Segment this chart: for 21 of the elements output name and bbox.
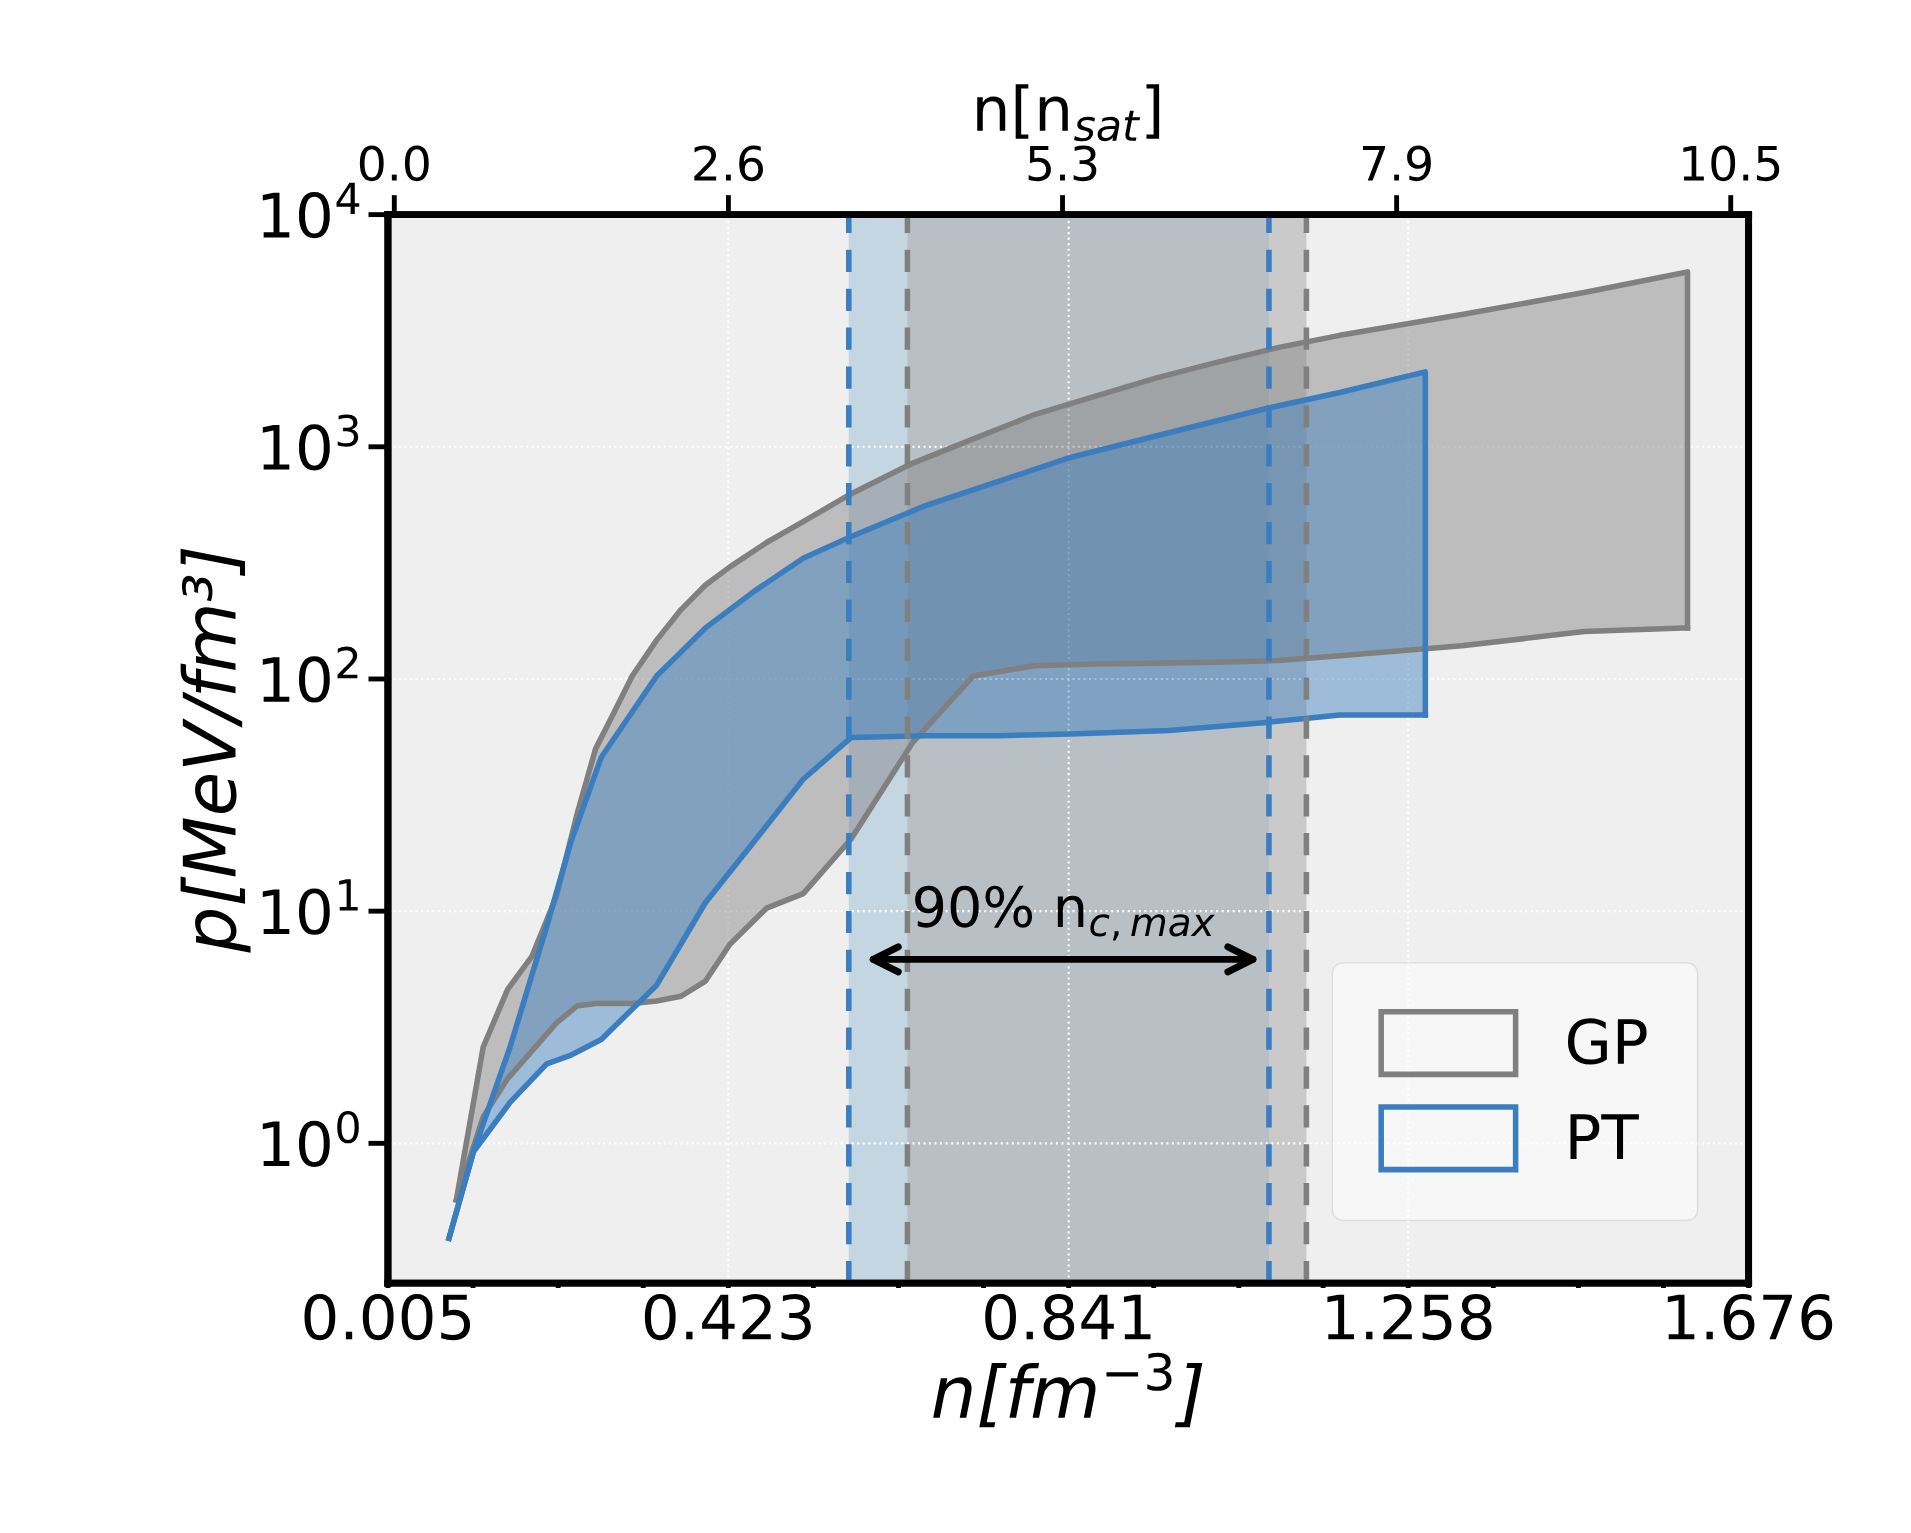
y-tick-label: 10$^{1}$: [262, 879, 358, 935]
legend-label: PT: [1570, 1114, 1639, 1159]
x2-tick-label: 10.5: [1683, 145, 1780, 182]
x2-axis-title: n[n$_{sat}$]: [977, 84, 1160, 142]
x-tick-label: 1.676: [1667, 1293, 1833, 1341]
legend-label: GP: [1567, 1018, 1647, 1065]
x-tick-label: 1.258: [1327, 1293, 1492, 1341]
y-tick-label: 10$^{2}$: [262, 646, 358, 703]
annotation: 90% n$_{c,max}$: [915, 885, 1215, 941]
x-tick-label: 0.423: [644, 1293, 811, 1341]
y-tick-label: 10$^{0}$: [262, 1110, 359, 1167]
y-tick-label: 10$^{3}$: [262, 414, 359, 471]
x2-tick-label: 7.9: [1362, 145, 1431, 182]
y-axis-title: p[MeV/fm³]: [180, 548, 251, 953]
x-axis-title: n[fm$^{−3}$]: [933, 1352, 1203, 1428]
x2-tick-label: 0.0: [359, 145, 429, 182]
x-tick-label: 0.005: [304, 1293, 471, 1341]
y-tick-label: 10$^{4}$: [262, 182, 360, 239]
x2-tick-label: 5.3: [1028, 145, 1097, 182]
x-tick-label: 0.841: [985, 1293, 1151, 1341]
x2-tick-label: 2.6: [694, 145, 763, 182]
